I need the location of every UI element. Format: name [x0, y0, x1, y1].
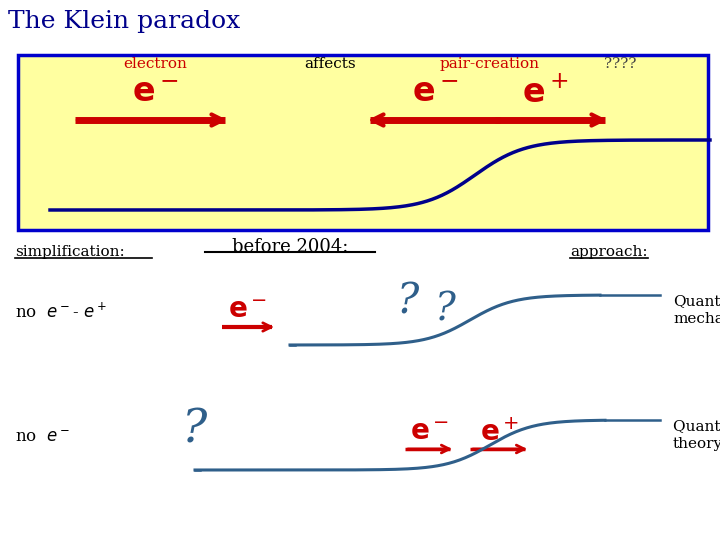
Bar — [18, 55, 708, 230]
Text: $\mathbf{e}^-$: $\mathbf{e}^-$ — [228, 296, 268, 323]
Text: $\mathbf{e}^-$: $\mathbf{e}^-$ — [410, 420, 449, 447]
Text: ?: ? — [182, 407, 207, 453]
Text: simplification:: simplification: — [15, 245, 125, 259]
Text: approach:: approach: — [570, 245, 647, 259]
Text: ?: ? — [435, 292, 456, 328]
Text: Quantum field
theory: Quantum field theory — [673, 419, 720, 451]
Text: $\mathbf{e}^-$: $\mathbf{e}^-$ — [132, 77, 179, 109]
Text: pair-creation: pair-creation — [440, 57, 540, 71]
Text: ????: ???? — [604, 57, 636, 71]
Text: no  $e^-$: no $e^-$ — [15, 429, 70, 446]
Text: $\mathbf{e}^+$: $\mathbf{e}^+$ — [480, 419, 520, 447]
Text: affects: affects — [304, 57, 356, 71]
Text: The Klein paradox: The Klein paradox — [8, 10, 240, 33]
Text: $\mathbf{e}^+$: $\mathbf{e}^+$ — [522, 77, 568, 110]
Text: ?: ? — [397, 281, 419, 323]
Text: Quantum
mechanics: Quantum mechanics — [673, 294, 720, 326]
Text: electron: electron — [123, 57, 187, 71]
Text: before 2004:: before 2004: — [232, 238, 348, 256]
Text: $\mathbf{e}^-$: $\mathbf{e}^-$ — [412, 77, 459, 109]
Text: no  $e^-$- $e^+$: no $e^-$- $e^+$ — [15, 302, 107, 322]
